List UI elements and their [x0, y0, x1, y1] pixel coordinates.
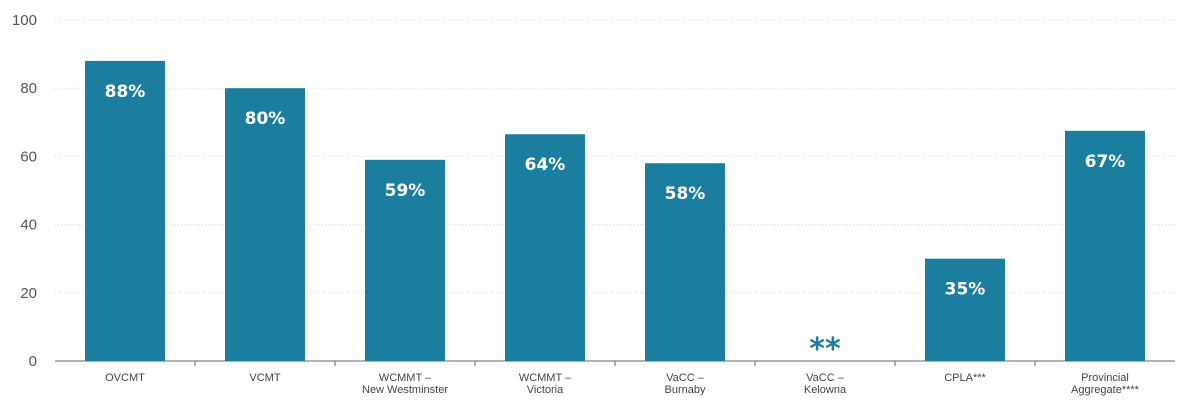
x-category-label: CPLA*** — [944, 372, 986, 384]
y-tick-label: 40 — [20, 217, 37, 234]
data-label: 88% — [105, 82, 146, 102]
y-tick-label: 100 — [12, 12, 37, 29]
data-label: 80% — [245, 109, 286, 129]
y-tick-label: 80 — [20, 80, 37, 97]
x-category-label: VaCC – — [806, 372, 845, 384]
x-category-label: Provincial — [1081, 372, 1129, 384]
y-tick-label: 0 — [29, 353, 37, 370]
x-category-label: Aggregate**** — [1071, 384, 1140, 396]
data-label: 64% — [525, 155, 566, 175]
bar — [645, 163, 725, 361]
x-category-label: Kelowna — [804, 384, 847, 396]
bar — [85, 60, 165, 362]
data-label: 58% — [665, 184, 706, 204]
data-label: 59% — [385, 181, 426, 201]
bar — [925, 258, 1005, 361]
data-label: ** — [809, 332, 841, 367]
y-tick-label: 20 — [20, 285, 37, 302]
bar — [225, 88, 305, 361]
bar — [505, 134, 585, 361]
y-tick-label: 60 — [20, 148, 37, 165]
x-category-label: WCMMT – — [379, 372, 432, 384]
data-labels: 88% 80% 59% 64% 58% ** 35% 67% — [105, 82, 1126, 367]
data-label: 35% — [945, 280, 986, 300]
x-axis-tick-marks — [194, 361, 1036, 366]
y-axis-ticks: 0 20 40 60 80 100 — [12, 12, 37, 370]
x-category-label: VaCC – — [666, 372, 705, 384]
x-category-label: New Westminster — [362, 384, 448, 396]
x-category-label: VCMT — [249, 372, 280, 384]
bars — [85, 60, 1145, 362]
x-category-label: OVCMT — [105, 372, 145, 384]
bar — [1065, 130, 1145, 361]
data-label: 67% — [1085, 152, 1126, 172]
x-category-label: Burnaby — [665, 384, 706, 396]
bar — [365, 159, 445, 361]
x-category-label: WCMMT – — [519, 372, 572, 384]
x-category-label: Victoria — [527, 384, 564, 396]
gridlines — [55, 19, 1175, 294]
